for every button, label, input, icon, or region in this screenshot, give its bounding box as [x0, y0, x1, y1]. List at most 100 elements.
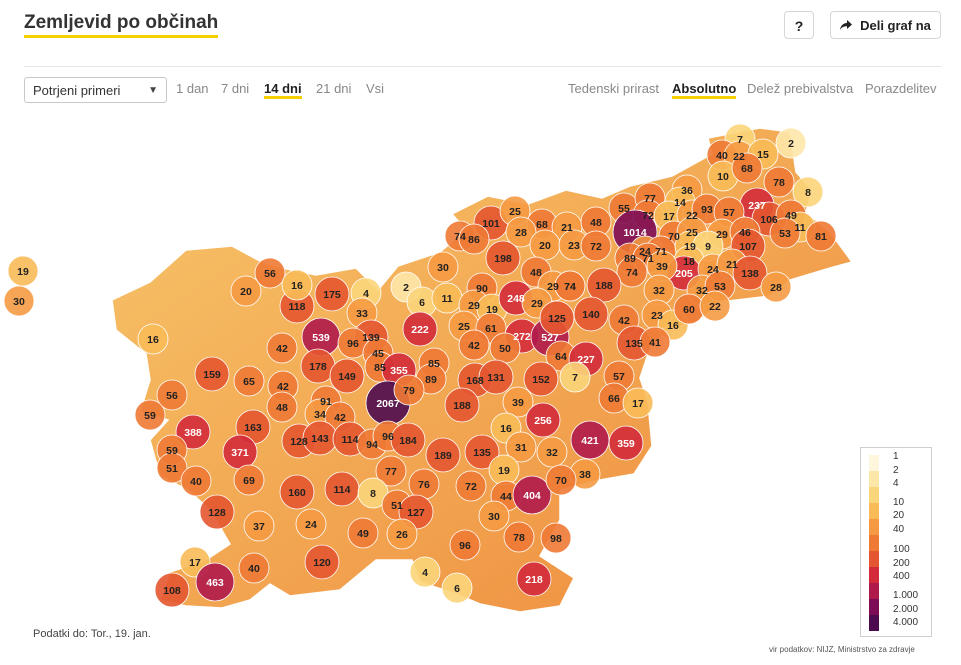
- share-button[interactable]: Deli graf na: [830, 11, 941, 39]
- municipality-value-label: 57: [723, 207, 735, 219]
- municipality-region[interactable]: [409, 556, 441, 588]
- municipality-region[interactable]: [458, 223, 490, 255]
- municipality-region[interactable]: [441, 572, 473, 604]
- municipality-value-label: 42: [334, 412, 346, 424]
- municipality-region[interactable]: [393, 374, 425, 406]
- municipality-region[interactable]: [137, 323, 169, 355]
- help-button[interactable]: ?: [784, 11, 814, 39]
- municipality-region[interactable]: [505, 216, 537, 248]
- municipality-region[interactable]: [458, 329, 490, 361]
- municipality-region[interactable]: [238, 552, 270, 584]
- municipality-value-label: 21: [561, 222, 573, 234]
- municipality-region[interactable]: [732, 255, 768, 291]
- municipality-region[interactable]: [425, 437, 461, 473]
- municipality-region[interactable]: [195, 562, 235, 602]
- municipality-region[interactable]: [455, 470, 487, 502]
- municipality-region[interactable]: [792, 176, 824, 208]
- municipality-region[interactable]: [254, 257, 286, 289]
- range-21-days[interactable]: 21 dni: [316, 81, 352, 96]
- municipality-region[interactable]: [156, 379, 188, 411]
- municipality-region[interactable]: [622, 387, 654, 419]
- municipality-region[interactable]: [175, 414, 211, 450]
- municipality-value-label: 24: [707, 264, 719, 276]
- municipality-region[interactable]: [478, 500, 510, 532]
- municipality-region[interactable]: [199, 494, 235, 530]
- municipality-region[interactable]: [478, 359, 514, 395]
- mode-weekly-growth[interactable]: Tedenski prirast: [568, 81, 660, 96]
- municipality-region[interactable]: [7, 255, 39, 287]
- municipality-value-label: 48: [590, 217, 602, 229]
- municipality-region[interactable]: [559, 361, 591, 393]
- municipality-region[interactable]: [545, 464, 577, 496]
- municipality-region[interactable]: [540, 522, 572, 554]
- municipality-region[interactable]: [760, 271, 792, 303]
- municipality-region[interactable]: [516, 561, 552, 597]
- municipality-region[interactable]: [427, 251, 459, 283]
- municipality-region[interactable]: [539, 300, 575, 336]
- range-14-days[interactable]: 14 dni: [264, 81, 302, 99]
- dataset-select[interactable]: Potrjeni primeri ▼: [24, 77, 167, 103]
- municipality-region[interactable]: [464, 434, 500, 470]
- municipality-region[interactable]: [525, 402, 561, 438]
- municipality-region[interactable]: [304, 544, 340, 580]
- municipality-region[interactable]: [505, 431, 537, 463]
- municipality-region[interactable]: [586, 267, 622, 303]
- municipality-region[interactable]: [503, 521, 535, 553]
- municipality-value-label: 25: [509, 206, 521, 218]
- municipality-region[interactable]: [314, 276, 350, 312]
- municipality-region[interactable]: [233, 365, 265, 397]
- municipality-region[interactable]: [279, 474, 315, 510]
- municipality-value-label: 40: [248, 563, 260, 575]
- municipality-region[interactable]: [347, 517, 379, 549]
- municipality-region[interactable]: [402, 311, 438, 347]
- municipality-region[interactable]: [233, 464, 265, 496]
- mode-population-share[interactable]: Delež prebivalstva: [747, 81, 854, 96]
- municipality-region[interactable]: [449, 529, 481, 561]
- municipality-region[interactable]: [580, 230, 612, 262]
- municipality-region[interactable]: [523, 361, 559, 397]
- municipality-region[interactable]: [639, 326, 671, 358]
- range-all[interactable]: Vsi: [366, 81, 385, 96]
- municipality-region[interactable]: [266, 391, 298, 423]
- municipality-value-label: 19: [486, 304, 498, 316]
- municipality-region[interactable]: [230, 275, 262, 307]
- mode-absolute[interactable]: Absolutno: [672, 81, 737, 99]
- municipality-region[interactable]: [156, 452, 188, 484]
- municipality-region[interactable]: [329, 358, 365, 394]
- municipality-region[interactable]: [266, 332, 298, 364]
- mode-distribution[interactable]: Porazdelitev: [865, 81, 937, 96]
- municipality-region[interactable]: [731, 152, 763, 184]
- municipality-region[interactable]: [180, 465, 212, 497]
- municipality-region[interactable]: [616, 256, 648, 288]
- municipality-region[interactable]: [763, 166, 795, 198]
- municipality-region[interactable]: [536, 436, 568, 468]
- municipality-region[interactable]: [386, 518, 418, 550]
- municipality-region[interactable]: [485, 240, 521, 276]
- municipality-region[interactable]: [154, 572, 190, 608]
- municipality-region[interactable]: [295, 508, 327, 540]
- municipality-value-label: 29: [468, 300, 480, 312]
- municipality-region[interactable]: [390, 422, 426, 458]
- range-7-days[interactable]: 7 dni: [221, 81, 250, 96]
- municipality-region[interactable]: [775, 127, 807, 159]
- municipality-region[interactable]: [805, 220, 837, 252]
- municipality-region[interactable]: [281, 269, 313, 301]
- municipality-region[interactable]: [608, 425, 644, 461]
- municipality-region[interactable]: [769, 217, 801, 249]
- municipality-region[interactable]: [699, 290, 731, 322]
- municipality-region[interactable]: [243, 510, 275, 542]
- municipality-region[interactable]: [554, 270, 586, 302]
- help-button-label: ?: [794, 18, 804, 34]
- municipality-region[interactable]: [134, 399, 166, 431]
- municipality-value-label: 77: [385, 466, 397, 478]
- municipality-value-label: 93: [701, 204, 713, 216]
- municipality-value-label: 359: [617, 438, 635, 450]
- municipality-region[interactable]: [194, 356, 230, 392]
- range-1-day[interactable]: 1 dan: [176, 81, 209, 96]
- municipality-region[interactable]: [444, 387, 480, 423]
- municipality-region[interactable]: [573, 296, 609, 332]
- municipality-region[interactable]: [502, 386, 534, 418]
- municipality-region[interactable]: [375, 455, 407, 487]
- municipality-region[interactable]: [512, 475, 552, 515]
- municipality-region[interactable]: [3, 285, 35, 317]
